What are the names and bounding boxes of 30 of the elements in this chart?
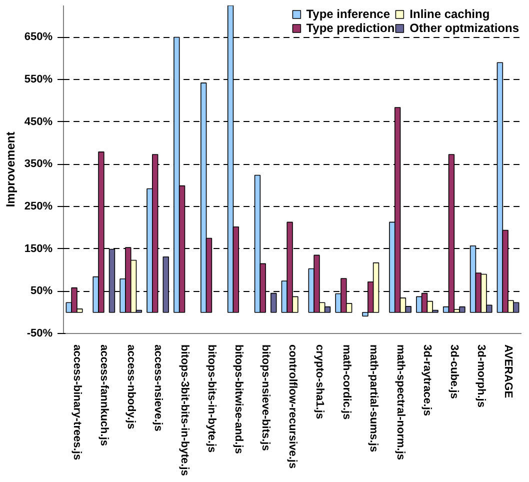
x-tick-label: access-fannkuch.js <box>98 344 110 446</box>
y-tick-label: 50% <box>30 285 53 298</box>
y-tick-label: 450% <box>24 116 53 128</box>
legend-label: Inline caching <box>410 7 490 21</box>
y-tick-label: 350% <box>24 158 53 170</box>
x-tick-label: crypto-sha1.js <box>313 344 326 420</box>
x-tick-label: bitops-3bit-bits-in-byte.js <box>178 344 191 476</box>
x-tick-label: access-binary-trees.js <box>70 344 83 460</box>
x-tick-label: controlflow-recursive.js <box>286 344 298 469</box>
y-axis-title: Improvement <box>3 132 18 208</box>
x-tick-label: math-partial-sums.js <box>367 344 380 452</box>
y-tick-label: -50% <box>26 328 53 340</box>
x-tick-label: AVERAGE <box>502 344 514 398</box>
x-tick-label: access-nbody.js <box>124 344 137 430</box>
x-tick-label: 3d-raytrace.js <box>421 344 434 416</box>
y-tick-label: 250% <box>24 200 53 213</box>
x-tick-label: bitops-bits-in-byte.js <box>206 344 218 453</box>
x-tick-label: bitops-bitwise-and.js <box>232 344 245 454</box>
x-tick-label: 3d-cube.js <box>448 344 460 399</box>
x-tick-label: math-cordic.js <box>340 344 352 420</box>
x-tick-label: 3d-morph.js <box>475 344 488 408</box>
y-tick-label: 550% <box>24 74 53 86</box>
legend-label: Type prediction <box>306 21 395 35</box>
x-tick-label: bitops-nsieve-bits.js <box>260 344 272 451</box>
y-tick-label: 650% <box>24 31 53 44</box>
legend-label: Type inference <box>306 7 390 21</box>
y-tick-label: 150% <box>24 242 53 255</box>
x-tick-label: math-spectral-norm.js <box>394 344 406 460</box>
x-tick-label: access-nsieve.js <box>152 344 164 432</box>
legend-label: Other optmizations <box>410 21 519 35</box>
